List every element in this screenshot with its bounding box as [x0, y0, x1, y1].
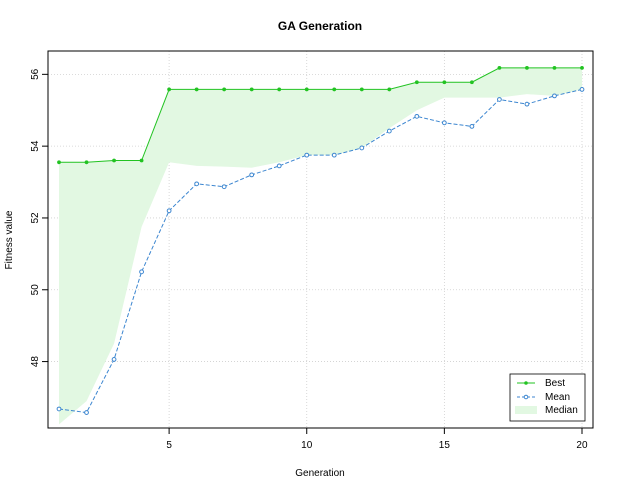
best-point: [304, 87, 309, 92]
series-points: [56, 65, 585, 415]
mean-point: [194, 181, 200, 187]
mean-point: [276, 163, 282, 169]
best-point: [469, 80, 474, 85]
mean-point: [469, 124, 475, 129]
mean-point: [249, 172, 255, 178]
best-point: [139, 158, 144, 163]
mean-point: [84, 410, 89, 415]
x-tick-label: 5: [166, 440, 172, 451]
y-tick-label: 56: [30, 68, 41, 80]
chart-title: GA Generation: [278, 19, 362, 33]
mean-point: [221, 184, 227, 190]
x-axis-label: Generation: [295, 468, 344, 479]
best-point: [387, 87, 392, 92]
mean-point: [441, 120, 447, 126]
x-tick-label: 15: [439, 440, 451, 451]
best-point: [112, 158, 116, 163]
legend-median-swatch: [515, 406, 537, 414]
best-point: [57, 160, 61, 165]
x-axis: 5 10 15 20: [166, 428, 588, 451]
best-point: [167, 87, 172, 92]
legend-best-marker: [524, 381, 528, 385]
mean-point: [331, 152, 337, 158]
best-point: [194, 87, 199, 92]
plot-frame: [47, 50, 594, 429]
best-point: [332, 87, 337, 92]
mean-series-line: [58, 88, 583, 414]
best-point: [580, 65, 584, 70]
legend: Best Mean Median: [509, 373, 586, 422]
mean-point: [166, 208, 172, 214]
best-point: [84, 160, 89, 165]
mean-point: [579, 87, 585, 92]
y-axis-label: Fitness value: [4, 210, 15, 269]
mean-point: [524, 101, 530, 107]
legend-mean-label: Mean: [545, 392, 570, 403]
legend-median-label: Median: [545, 405, 578, 416]
legend-best-label: Best: [545, 378, 565, 389]
best-point: [552, 65, 557, 70]
best-point: [525, 65, 529, 70]
mean-point: [111, 357, 117, 362]
best-point: [497, 65, 502, 70]
x-tick-label: 10: [301, 440, 313, 451]
mean-point: [552, 93, 557, 99]
x-tick-label: 20: [576, 440, 588, 451]
y-tick-label: 52: [30, 212, 41, 224]
mean-point: [139, 269, 144, 275]
mean-point: [359, 145, 365, 151]
best-point: [277, 87, 282, 92]
median-band-area: [59, 67, 582, 425]
series-lines: [58, 67, 583, 414]
legend-mean-marker: [523, 394, 529, 400]
best-point: [414, 80, 419, 85]
y-tick-label: 50: [30, 284, 41, 296]
mean-point: [56, 406, 62, 412]
y-axis: 48 50 52 54 56: [30, 68, 48, 367]
mean-point: [304, 152, 310, 158]
best-point: [249, 87, 254, 92]
best-point: [222, 87, 227, 92]
median-band: [59, 67, 582, 425]
mean-point: [414, 113, 420, 119]
best-point: [359, 87, 364, 92]
mean-point: [386, 128, 392, 134]
y-tick-label: 48: [30, 356, 41, 368]
y-tick-label: 54: [30, 140, 41, 152]
mean-point: [497, 97, 502, 102]
best-series-line: [59, 67, 582, 163]
best-point: [442, 80, 447, 85]
